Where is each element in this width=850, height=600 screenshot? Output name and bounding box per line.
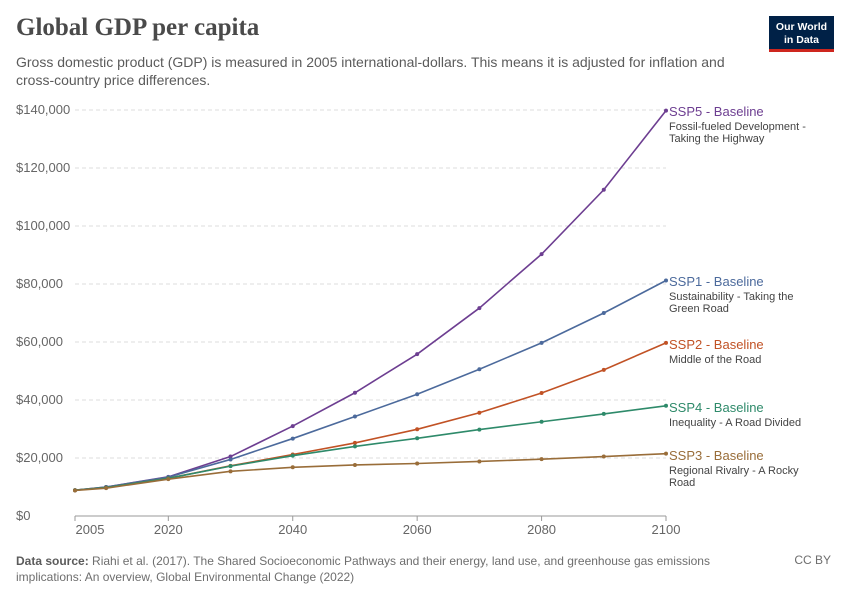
data-point — [601, 367, 606, 372]
series-description: Fossil-fueled Development -Taking the Hi… — [669, 121, 806, 145]
series-lines — [73, 108, 668, 493]
data-point — [601, 411, 606, 416]
description-line: Regional Rivalry - A Rocky — [669, 465, 799, 477]
series-name-label: SSP4 - Baseline — [669, 400, 764, 415]
series-name-label: SSP1 - Baseline — [669, 274, 764, 289]
data-point — [664, 108, 668, 113]
source-text: Riahi et al. (2017). The Shared Socioeco… — [16, 554, 710, 584]
data-point — [539, 391, 544, 396]
data-point — [352, 444, 357, 449]
data-point — [601, 454, 606, 459]
y-tick-label: $100,000 — [16, 218, 70, 233]
y-tick-label: $80,000 — [16, 276, 63, 291]
description-line: Green Road — [669, 303, 729, 315]
series-labels: SSP5 - Baseline Fossil-fueled Development… — [669, 104, 806, 489]
logo-line-1: Our World — [775, 21, 828, 33]
x-tick-label: 2005 — [76, 522, 105, 535]
series-line — [74, 452, 667, 492]
data-point — [415, 392, 420, 397]
series-description: Middle of the Road — [669, 354, 761, 366]
data-point — [228, 457, 233, 462]
x-tick-label: 2020 — [154, 522, 183, 535]
data-point — [352, 462, 357, 467]
owid-logo[interactable]: Our World in Data — [769, 16, 834, 52]
data-point — [477, 306, 482, 311]
data-point — [477, 367, 482, 372]
data-point — [415, 461, 420, 466]
description-line: Middle of the Road — [669, 354, 761, 366]
license-badge[interactable]: CC BY — [794, 553, 831, 567]
data-point — [415, 436, 420, 441]
y-tick-label: $0 — [16, 508, 30, 523]
data-point — [477, 410, 482, 415]
data-point — [539, 252, 544, 257]
x-tick-label: 2040 — [278, 522, 307, 535]
y-tick-label: $20,000 — [16, 450, 63, 465]
data-point — [290, 424, 295, 429]
chart-title: Global GDP per capita — [16, 14, 260, 41]
data-point — [166, 477, 171, 482]
data-point — [664, 278, 668, 283]
data-point — [477, 459, 482, 464]
data-point — [228, 469, 233, 474]
data-point — [228, 454, 233, 459]
data-point — [228, 464, 233, 469]
y-tick-label: $140,000 — [16, 102, 70, 117]
description-line: Inequality - A Road Divided — [669, 417, 801, 429]
data-point — [415, 427, 420, 432]
source-label: Data source: — [16, 554, 89, 568]
data-point — [601, 311, 606, 315]
series-description: Regional Rivalry - A Rocky Road — [669, 465, 799, 489]
series-name-label: SSP3 - Baseline — [669, 448, 764, 463]
series-line — [74, 279, 667, 491]
description-line: Fossil-fueled Development - — [669, 121, 806, 133]
y-tick-label: $60,000 — [16, 334, 63, 349]
data-point — [290, 453, 295, 458]
x-axis: 2005 2020 2040 2060 2080 2100 — [74, 515, 681, 535]
x-tick-label: 2100 — [652, 522, 681, 535]
x-tick-label: 2080 — [527, 522, 556, 535]
data-point — [352, 414, 357, 419]
series-name-label: SSP2 - Baseline — [669, 337, 764, 352]
data-point — [539, 457, 544, 462]
grid-lines — [75, 109, 666, 459]
data-point — [290, 465, 295, 470]
y-tick-label: $40,000 — [16, 392, 63, 407]
data-point — [352, 390, 357, 395]
y-tick-label: $120,000 — [16, 160, 70, 175]
series-description: Inequality - A Road Divided — [669, 417, 801, 429]
footer-source: Data source: Riahi et al. (2017). The Sh… — [16, 553, 766, 585]
description-line: Sustainability - Taking the — [669, 291, 794, 303]
data-point — [290, 436, 295, 441]
data-point — [664, 451, 668, 456]
description-line: Road — [669, 477, 695, 489]
data-point — [352, 440, 357, 445]
data-point — [539, 419, 544, 424]
data-point — [73, 488, 77, 493]
series-name-label: SSP5 - Baseline — [669, 104, 764, 119]
x-tick-label: 2060 — [403, 522, 432, 535]
series-description: Sustainability - Taking the Green Road — [669, 291, 794, 315]
logo-line-2: in Data — [783, 34, 819, 46]
data-point — [415, 352, 420, 357]
data-point — [539, 340, 544, 345]
line-chart: $0 $20,000 $40,000 $60,000 $80,000 $100,000 $1… — [16, 102, 806, 535]
data-point — [477, 427, 482, 432]
data-point — [664, 403, 668, 408]
data-point — [664, 340, 668, 345]
description-line: Taking the Highway — [669, 133, 765, 145]
chart-subtitle: Gross domestic product (GDP) is measured… — [16, 54, 725, 88]
data-point — [601, 187, 606, 192]
data-point — [104, 486, 109, 491]
y-axis: $0 $20,000 $40,000 $60,000 $80,000 $100,000 $1… — [16, 102, 70, 523]
